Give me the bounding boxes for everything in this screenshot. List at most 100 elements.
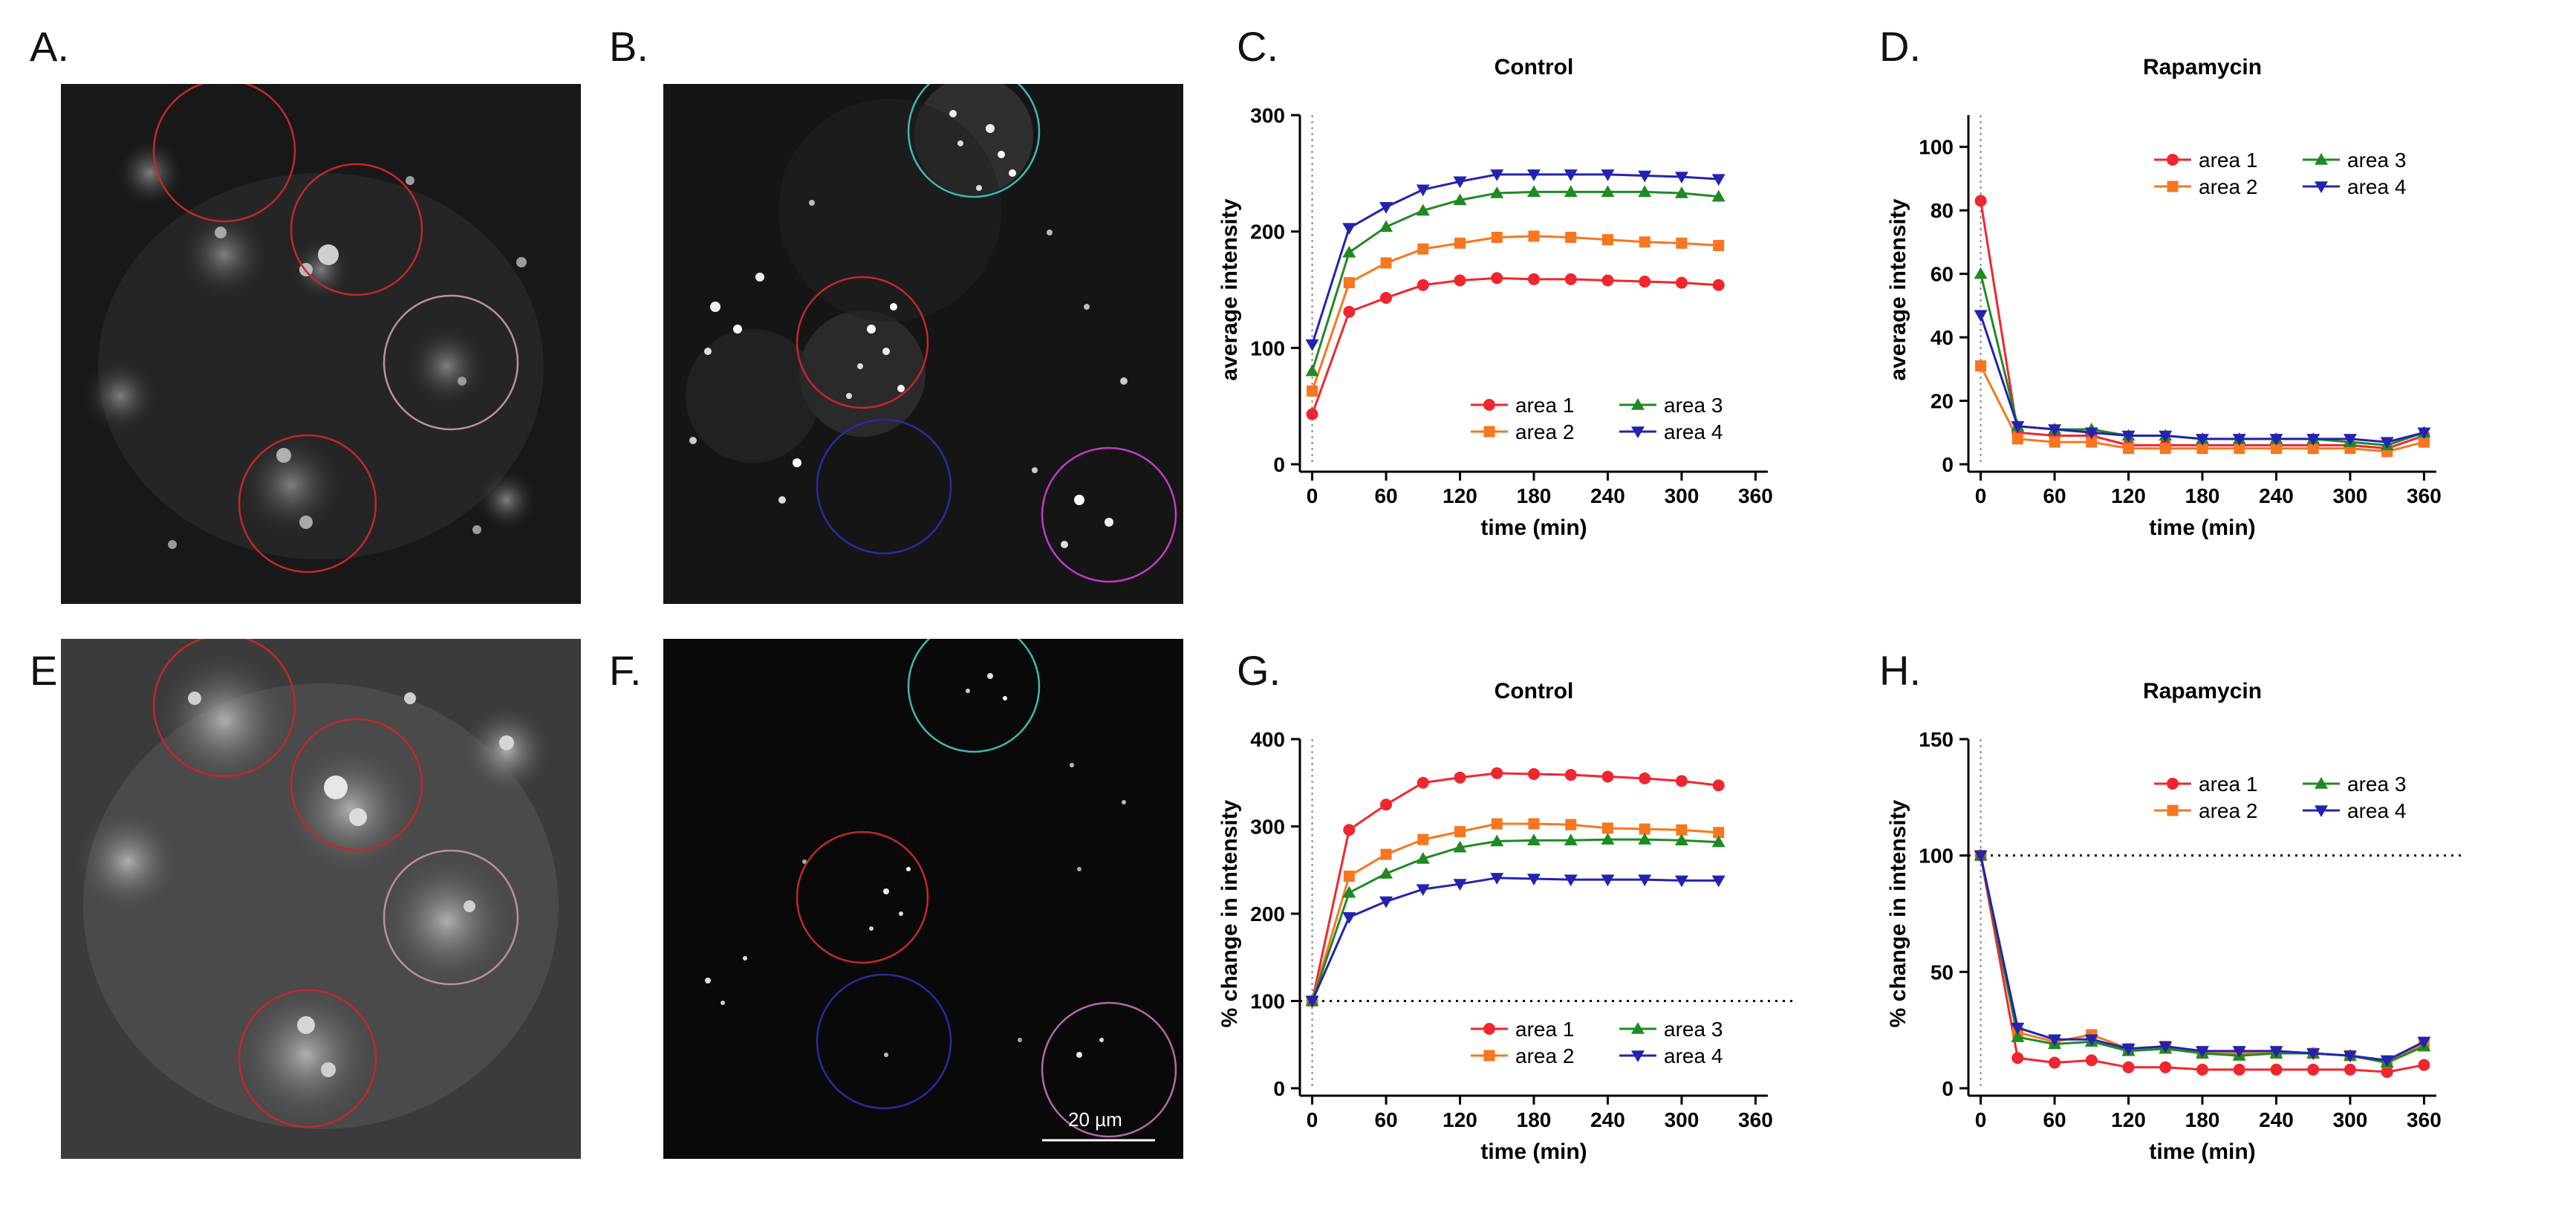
data-point — [2086, 436, 2098, 448]
data-point — [1306, 408, 1318, 420]
roi-circle-blue — [816, 973, 952, 1110]
series-area-1 — [1974, 849, 2430, 1079]
x-axis-label: time (min) — [1480, 516, 1587, 540]
legend-item-area-3: area 3 — [1619, 394, 1723, 417]
legend-item-area-3: area 3 — [2303, 149, 2406, 172]
data-point — [1305, 995, 1319, 1008]
data-point — [2270, 1063, 2283, 1076]
x-tick-label: 0 — [1975, 1108, 1987, 1131]
y-tick-label: 400 — [1250, 728, 1285, 751]
y-tick-label: 100 — [1250, 337, 1285, 360]
y-tick-label: 100 — [1919, 136, 1954, 159]
data-point — [1490, 873, 1504, 885]
x-tick-label: 240 — [1590, 484, 1625, 507]
roi-circle-red — [796, 830, 929, 964]
roi-circle-cyan — [907, 639, 1041, 753]
x-tick-label: 360 — [2407, 484, 2442, 507]
panel-label-d: D. — [1879, 23, 1921, 70]
data-point — [1601, 822, 1613, 834]
legend-item-area-1: area 1 — [1471, 394, 1574, 417]
series-area-2 — [1307, 818, 1725, 1007]
legend-label: area 1 — [2199, 773, 2257, 796]
data-point — [1601, 169, 1615, 181]
x-tick-label: 60 — [1374, 484, 1397, 507]
data-point — [1417, 279, 1429, 291]
legend-marker — [1631, 1022, 1645, 1034]
series-line — [1311, 235, 1719, 391]
series-line — [1311, 173, 1719, 345]
data-point — [1528, 230, 1540, 242]
data-point — [2381, 1066, 2393, 1079]
y-tick-label: 0 — [1273, 1077, 1285, 1100]
y-tick-label: 20 — [1931, 390, 1954, 413]
series-line — [1311, 877, 1719, 1002]
legend-item-area-1: area 1 — [1471, 1018, 1574, 1041]
micrograph-a — [61, 84, 581, 604]
legend-item-area-3: area 3 — [1619, 1018, 1723, 1041]
data-point — [2084, 427, 2098, 440]
panel-label-b: B. — [609, 23, 648, 70]
series-area-1 — [1974, 195, 2430, 455]
data-point — [1711, 174, 1726, 186]
data-point — [2196, 443, 2208, 455]
data-point — [1380, 257, 1392, 269]
data-point — [1454, 771, 1466, 784]
roi-circle-red-3 — [238, 434, 377, 573]
data-point — [2232, 1046, 2246, 1058]
data-point — [2233, 1063, 2245, 1076]
chart-g: Control 0 100 200 300 400 0 60 120 180 240 300 360 ti… — [1203, 669, 1842, 1189]
data-point — [2011, 1030, 2025, 1042]
legend-marker — [2167, 181, 2179, 192]
data-point — [1564, 769, 1577, 781]
data-point — [1638, 874, 1652, 887]
series-area-3 — [1305, 833, 1726, 1007]
legend-item-area-4: area 4 — [1619, 420, 1723, 443]
x-tick-label: 180 — [2185, 484, 2220, 507]
chart-title: Rapamycin — [2143, 55, 2262, 79]
legend-item-area-1: area 1 — [2154, 773, 2257, 796]
y-axis-label: average intensity — [1886, 198, 1910, 380]
roi-circle-pink — [383, 849, 519, 986]
data-point — [2048, 1034, 2062, 1047]
data-point — [1491, 272, 1503, 285]
data-point — [2343, 1050, 2357, 1063]
data-point — [2159, 430, 2173, 443]
roi-circle-red — [796, 276, 929, 409]
data-point — [1417, 243, 1429, 255]
data-point — [1711, 189, 1726, 202]
x-tick-label: 120 — [2111, 1108, 2146, 1131]
legend-marker — [2167, 778, 2179, 790]
data-point — [1491, 767, 1503, 779]
data-point — [1490, 169, 1504, 181]
micrograph-e — [61, 639, 581, 1159]
data-point — [1343, 824, 1356, 836]
series-area-1 — [1306, 272, 1725, 420]
y-tick-label: 0 — [1942, 1077, 1954, 1100]
x-tick-label: 360 — [2407, 1108, 2442, 1131]
legend-label: area 4 — [2347, 175, 2406, 198]
data-point — [1453, 193, 1467, 206]
data-point — [1527, 169, 1541, 181]
series-area-3 — [1974, 267, 2431, 451]
micrograph-f: 20 µm — [663, 639, 1183, 1159]
data-point — [1974, 267, 1988, 279]
legend-marker — [2167, 154, 2179, 166]
data-point — [1416, 884, 1430, 897]
legend-marker — [2315, 181, 2328, 193]
roi-circle-red-1 — [152, 84, 296, 223]
legend-marker — [1483, 1050, 1495, 1062]
panel-label-g: G. — [1237, 647, 1281, 694]
data-point — [1712, 279, 1725, 291]
data-point — [2232, 434, 2246, 446]
roi-circle-light-magenta — [1041, 1001, 1177, 1138]
data-point — [1305, 364, 1319, 377]
data-point — [1528, 818, 1540, 830]
data-point — [1416, 204, 1430, 216]
y-tick-label: 300 — [1250, 104, 1285, 127]
roi-circle-pink — [383, 294, 519, 431]
data-point — [1528, 768, 1540, 780]
data-point — [1565, 819, 1577, 830]
legend-marker — [1631, 426, 1645, 438]
legend-marker — [2315, 777, 2328, 789]
legend-marker — [1631, 398, 1645, 410]
